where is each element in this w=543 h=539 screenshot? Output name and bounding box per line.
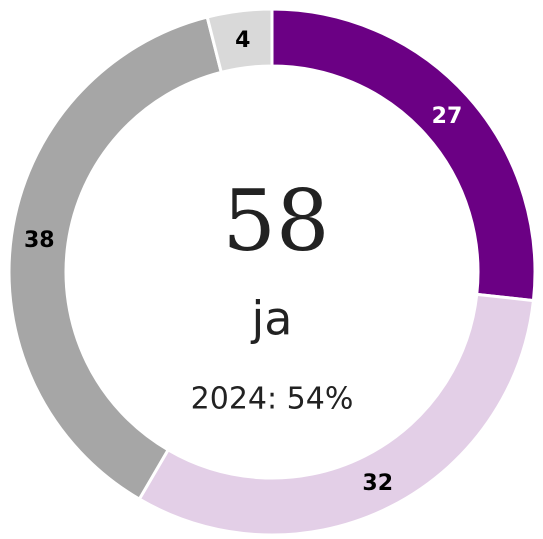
donut-segment xyxy=(7,15,224,502)
center-value: 58 xyxy=(223,172,330,270)
center-label: ja xyxy=(251,292,293,346)
segment-label: 27 xyxy=(432,104,463,129)
donut-segment xyxy=(205,7,274,75)
center-note: 2024: 54% xyxy=(191,382,354,417)
segment-label: 32 xyxy=(362,471,393,496)
segment-label: 4 xyxy=(235,28,250,53)
segment-label: 38 xyxy=(24,228,55,253)
